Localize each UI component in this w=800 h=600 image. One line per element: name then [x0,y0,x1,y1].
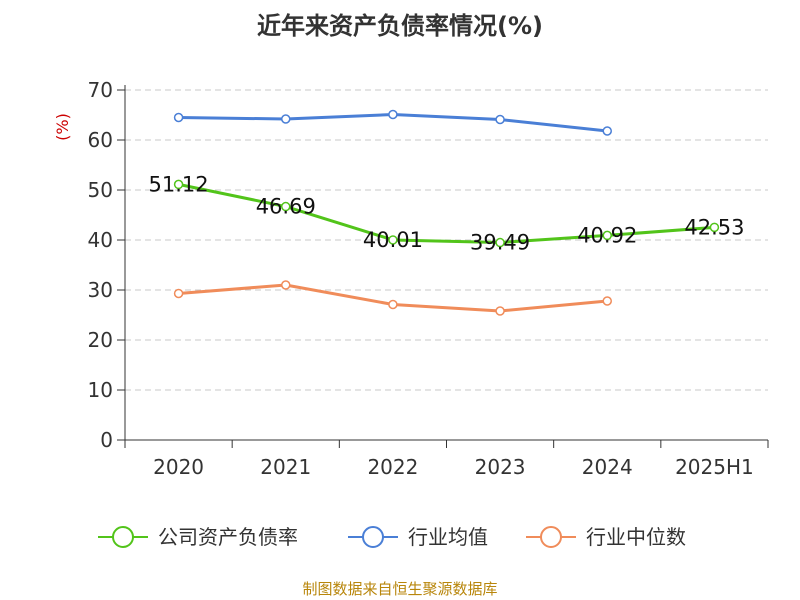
y-tick-label: 40 [88,228,113,252]
data-point [602,230,612,241]
data-point [173,288,184,299]
data-point [173,179,184,190]
data-point [388,109,398,120]
data-point [281,201,291,212]
y-axis-label: (%) [53,113,72,141]
legend-label: 行业中位数 [586,525,686,549]
data-label: 42.53 [684,215,744,239]
data-point [388,235,398,245]
data-point [495,306,505,316]
x-tick-label: 2020 [153,455,204,479]
data-point [173,112,184,123]
y-tick-label: 10 [88,378,113,402]
data-point [602,296,612,306]
y-tick-label: 20 [88,328,113,352]
x-tick-label: 2021 [260,455,311,479]
data-point [602,126,612,136]
x-tick-label: 2022 [367,455,418,479]
y-tick-label: 30 [88,278,113,302]
data-point [495,114,505,125]
y-tick-label: 50 [88,178,113,202]
data-label: 39.49 [470,231,530,255]
data-point [281,280,291,290]
legend-swatch-marker [540,526,562,548]
data-label: 46.69 [256,195,316,219]
legend-label: 公司资产负债率 [158,525,298,549]
x-tick-label: 2025H1 [675,455,754,479]
y-tick-label: 60 [88,128,113,152]
legend-swatch-marker [362,526,384,548]
y-tick-label: 0 [100,428,113,452]
series-line [178,182,715,245]
legend-label: 行业均值 [408,525,488,549]
y-tick-label: 70 [88,78,113,102]
x-tick-label: 2023 [475,455,526,479]
chart-title: 近年来资产负债率情况(%) [257,12,543,40]
data-label: 51.12 [149,172,209,196]
data-point [495,237,505,248]
x-tick-label: 2024 [582,455,633,479]
source-note: 制图数据来自恒生聚源数据库 [302,580,498,598]
data-point [709,222,720,233]
data-label: 40.92 [577,223,637,247]
data-point [388,299,398,310]
data-label: 40.01 [363,228,423,252]
data-point [281,114,291,124]
legend-swatch-marker [112,526,134,548]
